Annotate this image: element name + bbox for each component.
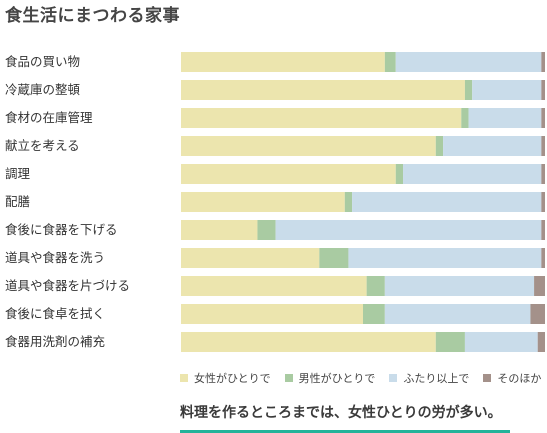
- bar-segment-series-4: [541, 80, 545, 100]
- legend-item: ふたり以上で: [389, 370, 469, 386]
- bar-segment-series-4: [541, 248, 545, 268]
- bar-segment-series-4: [530, 304, 545, 324]
- bar-segment-series-2: [363, 304, 385, 324]
- legend-swatch: [483, 374, 492, 382]
- bar-segment-series-3: [384, 276, 535, 296]
- bar-segment-series-2: [366, 276, 385, 296]
- category-label: 道具や食器を片づける: [5, 278, 130, 293]
- bar-segment-series-1: [181, 52, 385, 72]
- bar-segment-series-3: [395, 52, 542, 72]
- bar-segment-series-1: [181, 332, 436, 352]
- bar-segment-series-1: [181, 136, 436, 156]
- bar-segment-series-4: [541, 220, 545, 240]
- legend-swatch: [284, 374, 293, 382]
- category-label: 冷蔵庫の整頓: [5, 82, 81, 97]
- bar-segment-series-3: [352, 192, 542, 212]
- category-label: 食後に食器を下げる: [5, 222, 118, 237]
- category-label: 配膳: [5, 194, 30, 209]
- bar-segment-series-3: [275, 220, 542, 240]
- category-label: 食品の買い物: [5, 54, 80, 69]
- bar-segment-series-2: [319, 248, 349, 268]
- category-label: 食後に食卓を拭く: [5, 306, 105, 321]
- legend-label: そのほか: [497, 372, 542, 385]
- legend-label: 男性がひとりで: [298, 372, 376, 385]
- legend-item: 男性がひとりで: [284, 370, 376, 386]
- bar-segment-series-4: [537, 332, 545, 352]
- bar-segment-series-2: [384, 52, 396, 72]
- bar-segment-series-2: [257, 220, 276, 240]
- bar-segment-series-2: [395, 164, 404, 184]
- bar-segment-series-1: [181, 304, 363, 324]
- bar-segment-series-4: [541, 192, 545, 212]
- category-label: 調理: [5, 166, 31, 181]
- bar-segment-series-4: [534, 276, 545, 296]
- bar-segment-series-3: [464, 332, 538, 352]
- bar-segment-series-1: [181, 80, 465, 100]
- category-label: 食材の在庫管理: [5, 110, 93, 125]
- bar-segment-series-1: [181, 192, 345, 212]
- legend-label: ふたり以上で: [403, 372, 470, 385]
- bar-segment-series-2: [461, 108, 469, 128]
- chart-legend: 女性がひとりで 男性がひとりで ふたり以上で そのほか: [180, 371, 547, 385]
- legend-swatch: [180, 374, 188, 382]
- legend-swatch: [389, 374, 398, 382]
- bar-segment-series-1: [181, 276, 367, 296]
- legend-item: そのほか: [483, 370, 541, 386]
- bar-segment-series-1: [181, 220, 258, 240]
- bar-segment-series-1: [181, 164, 396, 184]
- bar-segment-series-4: [541, 52, 545, 72]
- bar-segment-series-2: [435, 136, 444, 156]
- bar-segment-series-3: [472, 80, 542, 100]
- chart-title: 食生活にまつわる家事: [5, 6, 180, 26]
- category-label: 食器用洗剤の補充: [5, 334, 105, 349]
- category-label: 道具や食器を洗う: [5, 250, 105, 265]
- bar-segment-series-3: [403, 164, 542, 184]
- bar-segment-series-2: [435, 332, 465, 352]
- bar-segment-series-2: [344, 192, 353, 212]
- stacked-bar-chart: 食品の買い物冷蔵庫の整頓食材の在庫管理献立を考える調理配膳食後に食器を下げる道具…: [5, 52, 545, 352]
- legend-item: 女性がひとりで: [180, 370, 271, 386]
- bar-segment-series-3: [348, 248, 542, 268]
- bar-segment-series-1: [181, 248, 320, 268]
- bar-segment-series-4: [541, 108, 545, 128]
- bar-segment-series-1: [181, 108, 462, 128]
- bar-segment-series-4: [541, 164, 545, 184]
- bar-segment-series-3: [468, 108, 542, 128]
- bar-segment-series-3: [384, 304, 531, 324]
- chart-caption: 料理を作るところまでは、女性ひとりの労が多い。: [180, 400, 510, 433]
- bar-segment-series-2: [464, 80, 473, 100]
- category-label: 献立を考える: [5, 138, 80, 153]
- bar-segment-series-4: [541, 136, 545, 156]
- bar-segment-series-3: [443, 136, 542, 156]
- legend-label: 女性がひとりで: [194, 372, 271, 385]
